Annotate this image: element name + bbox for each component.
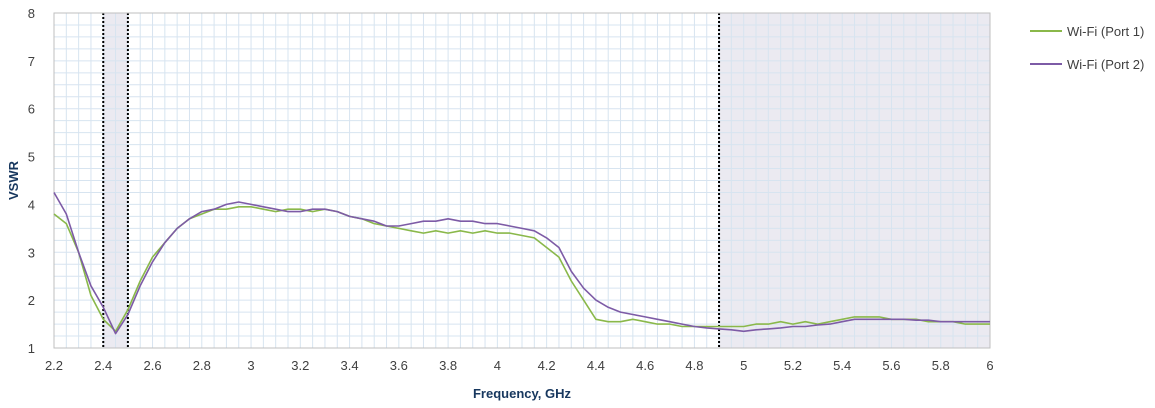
x-tick-label: 4.8 — [685, 358, 703, 373]
x-tick-label: 3.4 — [341, 358, 359, 373]
y-tick-label: 5 — [28, 150, 35, 165]
x-tick-label: 4 — [494, 358, 501, 373]
x-tick-label: 6 — [986, 358, 993, 373]
y-tick-label: 4 — [28, 197, 35, 212]
legend: Wi-Fi (Port 1) Wi-Fi (Port 2) — [1030, 24, 1144, 72]
x-tick-label: 5.4 — [833, 358, 851, 373]
legend-label-port-2: Wi-Fi (Port 2) — [1067, 57, 1144, 72]
series-lines — [53, 192, 990, 335]
x-tick-label: 4.4 — [587, 358, 605, 373]
y-tick-label: 6 — [28, 102, 35, 117]
x-tick-label: 4.2 — [538, 358, 556, 373]
x-tick-label: 2.4 — [94, 358, 112, 373]
x-tick-label: 3.6 — [390, 358, 408, 373]
x-tick-label: 5.8 — [932, 358, 950, 373]
x-tick-label: 5.2 — [784, 358, 802, 373]
x-tick-label: 3.2 — [291, 358, 309, 373]
y-tick-label: 7 — [28, 54, 35, 69]
x-axis-title: Frequency, GHz — [473, 386, 572, 401]
y-tick-label: 2 — [28, 293, 35, 308]
x-tick-label: 3 — [247, 358, 254, 373]
y-tick-label: 8 — [28, 6, 35, 21]
legend-label-port-1: Wi-Fi (Port 1) — [1067, 24, 1144, 39]
x-tick-label: 3.8 — [439, 358, 457, 373]
x-tick-label: 2.6 — [143, 358, 161, 373]
x-tick-label: 4.6 — [636, 358, 654, 373]
x-axis-ticks: 2.2 2.4 2.6 2.8 3 3.2 3.4 3.6 3.8 4 4.2 4.4 4.6 4.8 5 5… — [45, 358, 994, 373]
x-tick-label: 2.2 — [45, 358, 63, 373]
x-tick-label: 5.6 — [882, 358, 900, 373]
y-axis-title: VSWR — [6, 160, 21, 200]
y-tick-label: 1 — [28, 341, 35, 356]
y-tick-label: 3 — [28, 245, 35, 260]
y-axis-ticks: 1 2 3 4 5 6 7 8 — [28, 6, 35, 356]
x-tick-label: 2.8 — [193, 358, 211, 373]
series-line-port-2 — [53, 192, 990, 335]
x-tick-label: 5 — [740, 358, 747, 373]
plot-area-border — [53, 12, 991, 349]
